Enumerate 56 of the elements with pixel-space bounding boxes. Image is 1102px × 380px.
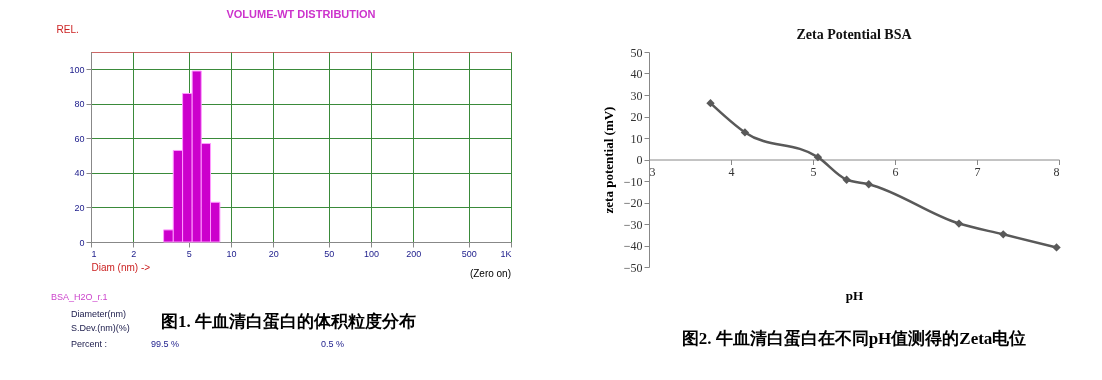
y-axis-title: zeta potential (mV) xyxy=(600,106,616,214)
x-tick-label: 1 xyxy=(91,248,97,259)
text: Diameter(nm) xyxy=(71,309,127,319)
y-tick-label: −50 xyxy=(623,260,643,275)
point xyxy=(864,180,873,189)
y-tick-label: 20 xyxy=(74,202,85,213)
y-tick-label: −20 xyxy=(623,196,643,210)
x-tick-label: 4 xyxy=(728,165,735,179)
caption: 图1. 牛血清白蛋白的体积粒度分布 xyxy=(161,312,416,331)
text: Percent : xyxy=(71,339,108,349)
x-tick-label: 5 xyxy=(186,248,192,259)
text: (Zero on) xyxy=(469,268,511,279)
caption: 图2. 牛血清白蛋白在不同pH值测得的Zeta电位 xyxy=(681,329,1027,348)
y-tick-label: 20 xyxy=(630,110,643,124)
y-axis-title: REL. xyxy=(56,23,79,35)
x-tick-label: 5 xyxy=(810,165,817,179)
y-tick-label: 60 xyxy=(74,133,85,144)
y-tick-label: −40 xyxy=(623,239,643,253)
y-tick-label: −30 xyxy=(623,217,643,232)
chart-title: Zeta Potential BSA xyxy=(796,27,913,42)
x-tick-label: 3 xyxy=(649,165,656,179)
y-tick-label: −10 xyxy=(623,174,643,189)
point xyxy=(740,128,750,137)
text: 99.5 % xyxy=(151,339,180,349)
y-tick-label: 40 xyxy=(630,67,643,81)
x-tick-label: 50 xyxy=(324,248,335,259)
y-tick-label: 10 xyxy=(630,131,643,146)
point xyxy=(706,98,715,108)
point xyxy=(999,230,1008,239)
y-tick-label: 30 xyxy=(630,88,643,103)
y-tick-label: 80 xyxy=(74,99,85,110)
x-tick-label: 1K xyxy=(500,248,512,259)
y-tick-label: 0 xyxy=(79,237,85,248)
x-tick-label: 8 xyxy=(1053,165,1060,179)
y-tick-label: 40 xyxy=(74,168,85,179)
text: S.Dev.(nm)(%) xyxy=(71,323,130,333)
x-tick-label: 100 xyxy=(363,248,380,259)
x-axis-title: Diam (nm) -> xyxy=(91,261,151,273)
text: BSA_H2O_r.1 xyxy=(51,292,108,302)
point xyxy=(1052,243,1061,252)
y-tick-label: 100 xyxy=(69,64,85,75)
chart-title: VOLUME-WT DISTRIBUTION xyxy=(226,8,376,20)
x-tick-label: 10 xyxy=(226,248,237,259)
x-tick-label: 20 xyxy=(268,248,279,259)
x-tick-label: 200 xyxy=(406,248,422,259)
point xyxy=(813,152,823,162)
text: 0.5 % xyxy=(321,339,345,349)
y-tick-label: 0 xyxy=(636,153,643,167)
point xyxy=(954,219,964,228)
y-tick-label: 50 xyxy=(630,45,643,60)
x-tick-label: 6 xyxy=(892,165,899,179)
x-tick-label: 2 xyxy=(131,248,137,259)
x-axis-title: pH xyxy=(845,287,864,303)
x-tick-label: 7 xyxy=(974,165,981,179)
point xyxy=(842,175,851,184)
x-tick-label: 500 xyxy=(461,248,477,259)
